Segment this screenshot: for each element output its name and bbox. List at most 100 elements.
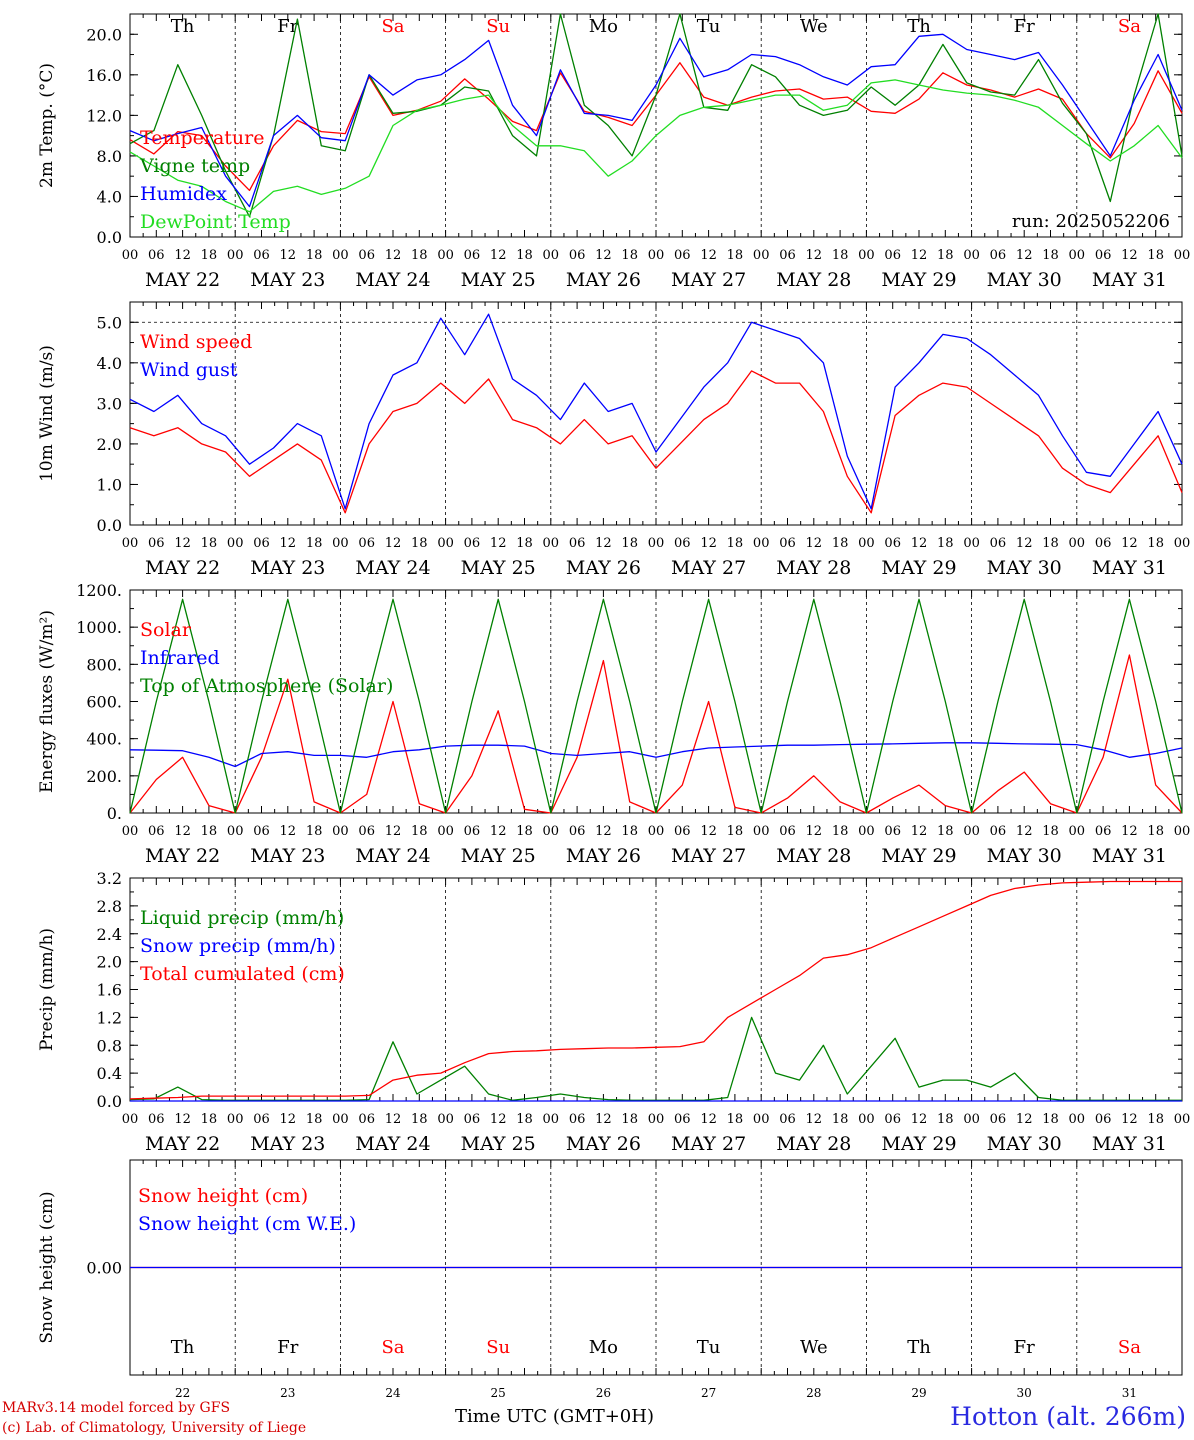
panel3-hour-label: 06 [1095,824,1112,839]
panel4-legend-entry: Liquid precip (mm/h) [140,907,344,929]
panel1-hour-label: 18 [516,248,533,263]
panel2-legend-entry: Wind speed [140,331,252,353]
panel2-date-label: MAY 29 [881,557,956,579]
panel3-y-tick-label: 800. [86,655,122,674]
panel3-hour-label: 00 [227,824,244,839]
panel1-hour-label: 06 [358,248,375,263]
panel4-date-label: MAY 30 [987,1133,1062,1155]
panel2-legend-entry: Wind gust [140,359,238,381]
panel2-hour-label: 12 [911,536,928,551]
panel1-weekday-label: Sa [381,16,404,37]
panel2-hour-label: 00 [1174,536,1191,551]
panel4-hour-label: 18 [1042,1112,1059,1127]
panel1-hour-label: 12 [806,248,823,263]
panel4-hour-label: 12 [595,1112,612,1127]
panel1-date-label: MAY 31 [1092,269,1167,291]
panel1-y-tick-label: 8.0 [97,147,122,166]
x-axis-title: Time UTC (GMT+0H) [455,1406,654,1427]
panel2-hour-label: 00 [648,536,665,551]
panel2-hour-label: 12 [1121,536,1138,551]
panel3-hour-label: 06 [358,824,375,839]
panel1-date-label: MAY 25 [461,269,536,291]
panel4-hour-label: 00 [858,1112,875,1127]
panel1-hour-label: 06 [779,248,796,263]
panel4-hour-label: 00 [648,1112,665,1127]
panel1-hour-label: 00 [858,248,875,263]
panel3-hour-label: 12 [1121,824,1138,839]
panel4-hour-label: 00 [1069,1112,1086,1127]
panel3-hour-label: 12 [806,824,823,839]
panel4-date-label: MAY 27 [671,1133,746,1155]
panel4-series-line-1 [129,1016,1182,1101]
panel2-hour-label: 00 [543,536,560,551]
panel1-hour-label: 00 [332,248,349,263]
panel4-hour-label: 12 [280,1112,297,1127]
panel4-hour-label: 00 [437,1112,454,1127]
panel3-y-tick-label: 400. [86,730,122,749]
panel1-hour-label: 00 [753,248,770,263]
panel5-day-number: 23 [280,1386,295,1400]
panel1-hour-label: 00 [1174,248,1191,263]
panel3-hour-label: 18 [201,824,218,839]
panel1-hour-label: 06 [674,248,691,263]
panel1-hour-label: 06 [1095,248,1112,263]
panel5-weekday-label: Sa [1118,1337,1141,1358]
panel2-hour-label: 12 [385,536,402,551]
panel2-hour-label: 06 [779,536,796,551]
panel2-y-tick-label: 4.0 [97,354,122,373]
panel1-weekday-label: We [800,16,828,37]
panel1-weekday-label: Mo [589,16,618,37]
panel4-hour-label: 06 [1095,1112,1112,1127]
panel2-date-label: MAY 25 [461,557,536,579]
panel4-y-tick-label: 0.8 [97,1036,122,1055]
panel2-hour-label: 00 [332,536,349,551]
panel4-y-tick-label: 2.8 [97,897,122,916]
panel3-hour-label: 00 [858,824,875,839]
panel4-hour-label: 06 [569,1112,586,1127]
panel1-hour-label: 00 [963,248,980,263]
panel4-hour-label: 00 [963,1112,980,1127]
panel2-hour-label: 00 [227,536,244,551]
panel4-hour-label: 00 [332,1112,349,1127]
panel2-hour-label: 06 [253,536,270,551]
panel1-hour-label: 18 [411,248,428,263]
panel3-hour-label: 12 [700,824,717,839]
panel2-hour-label: 18 [937,536,954,551]
panel4-date-label: MAY 24 [355,1133,430,1155]
station-label: Hotton (alt. 266m) [950,1402,1186,1431]
panel4-hour-label: 12 [806,1112,823,1127]
panel5-y-tick-label: 0.00 [86,1259,122,1278]
panel3-hour-label: 00 [122,824,139,839]
panel3-legend-entry: Top of Atmosphere (Solar) [140,675,393,697]
panel5-weekday-label: Tu [697,1337,721,1358]
panel5-legend-entry: Snow height (cm W.E.) [138,1213,356,1235]
panel4-hour-label: 06 [884,1112,901,1127]
panel1-date-label: MAY 23 [250,269,325,291]
panel5-weekday-label: Fr [277,1337,298,1358]
panel4-hour-label: 00 [122,1112,139,1127]
panel1-hour-label: 18 [306,248,323,263]
panel1-legend-entry: Vigne temp [139,155,250,177]
panel3-hour-label: 18 [727,824,744,839]
panel1-hour-label: 18 [727,248,744,263]
panel4-hour-label: 18 [411,1112,428,1127]
panel2-hour-label: 12 [806,536,823,551]
panel3-series-line-3 [129,598,1183,814]
panel4-hour-label: 12 [700,1112,717,1127]
panel3-date-label: MAY 28 [776,845,851,867]
model-credit: MARv3.14 model forced by GFS [2,1400,231,1416]
panel1-weekday-label: Th [171,16,195,37]
panel1-weekday-label: Tu [697,16,721,37]
panel2-y-tick-label: 2.0 [97,435,122,454]
panel5-day-number: 27 [701,1386,716,1400]
panel2-hour-label: 18 [516,536,533,551]
panel4-date-label: MAY 26 [566,1133,641,1155]
panel1-weekday-label: Th [907,16,931,37]
panel1-hour-label: 12 [174,248,191,263]
panel1-frame [129,13,1183,238]
panel4-date-label: MAY 25 [461,1133,536,1155]
panel2-date-label: MAY 22 [145,557,220,579]
panel2-hour-label: 06 [1095,536,1112,551]
panel3-hour-label: 12 [490,824,507,839]
